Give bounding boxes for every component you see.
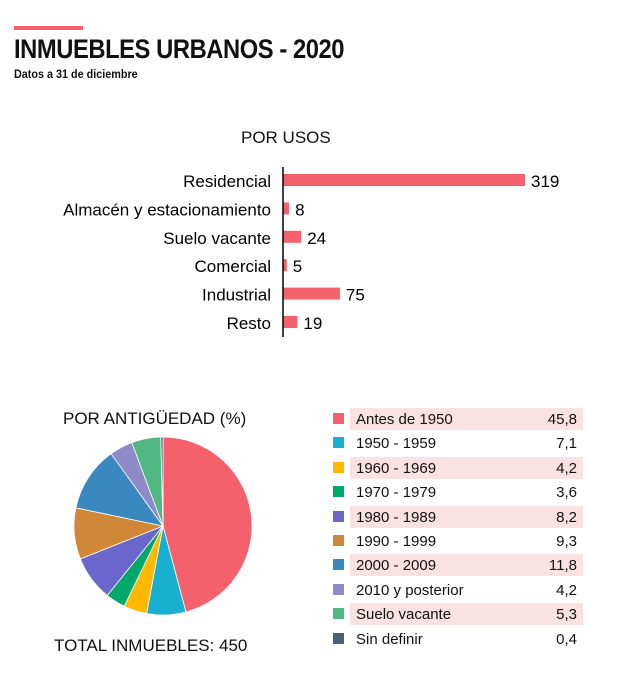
- page-title: INMUEBLES URBANOS - 2020: [14, 34, 345, 64]
- legend-label: 1990 - 1999: [356, 532, 437, 550]
- legend-item: 1980 - 1989 8,2: [333, 505, 583, 529]
- pie-slice: [162, 436, 253, 613]
- bar-category-label: Comercial: [194, 257, 271, 276]
- row-highlight: [350, 603, 583, 626]
- legend-value: 11,8: [548, 557, 577, 575]
- legend-label: 1950 - 1959: [356, 435, 437, 453]
- legend-label: 2010 y posterior: [356, 581, 464, 599]
- legend-swatch: [333, 583, 344, 595]
- legend-swatch: [333, 461, 344, 473]
- bar-category-label: Suelo vacante: [163, 229, 271, 248]
- legend-item: 1990 - 1999 9,3: [333, 529, 583, 553]
- bar-chart-title: POR USOS: [241, 128, 331, 147]
- legend-value: 3,6: [556, 484, 577, 502]
- bar-category-label: Residencial: [183, 172, 271, 191]
- bar-category-label: Industrial: [202, 286, 271, 305]
- row-highlight: [350, 408, 583, 430]
- legend-label: 2000 - 2009: [356, 557, 437, 575]
- bar-value-label: 19: [303, 314, 322, 333]
- legend-swatch: [333, 534, 344, 546]
- bar-value-label: 319: [531, 172, 559, 191]
- bar: [283, 259, 287, 272]
- legend-value: 5,3: [556, 606, 577, 624]
- bar: [283, 316, 298, 328]
- page-subtitle: Datos a 31 de diciembre: [14, 67, 138, 81]
- accent-bar: [14, 26, 83, 30]
- legend-item: 2010 y posterior 4,2: [333, 578, 583, 602]
- legend-value: 45,8: [547, 411, 577, 428]
- bar: [283, 174, 525, 186]
- legend-value: 0,4: [556, 630, 577, 648]
- legend-item: Sin definir 0,4: [333, 627, 583, 651]
- bar: [283, 202, 290, 215]
- legend-swatch: [333, 486, 344, 498]
- legend-item: 1960 - 1969 4,2: [333, 456, 583, 480]
- bar-category-label: Resto: [227, 314, 271, 333]
- legend-label: Sin definir: [356, 630, 423, 648]
- bar: [283, 230, 302, 243]
- legend-swatch: [333, 608, 344, 620]
- legend-label: 1960 - 1969: [356, 459, 437, 477]
- legend-item: 2000 - 2009 11,8: [333, 553, 583, 577]
- total-label: TOTAL INMUEBLES: 450: [54, 636, 248, 655]
- bar-category-label: Almacén y estacionamiento: [63, 200, 271, 219]
- bar-chart: Residencial 319 Almacén y estacionamiento 8…: [63, 167, 559, 337]
- legend-value: 9,3: [556, 532, 577, 550]
- bar-value-label: 5: [293, 257, 302, 276]
- legend-label: 1970 - 1979: [356, 484, 437, 502]
- bar-value-label: 8: [295, 200, 304, 219]
- legend-swatch: [333, 437, 344, 449]
- legend-value: 8,2: [556, 508, 577, 526]
- row-highlight: [350, 554, 583, 577]
- legend-value: 4,2: [556, 459, 577, 477]
- legend-value: 4,2: [556, 581, 577, 599]
- legend-label: Suelo vacante: [356, 606, 452, 624]
- bar: [283, 287, 340, 300]
- legend-swatch: [333, 632, 344, 644]
- bar-value-label: 75: [346, 286, 365, 305]
- legend-value: 7,1: [556, 435, 577, 453]
- legend-label: Antes de 1950: [356, 411, 453, 428]
- legend-swatch: [333, 413, 344, 424]
- pie-legend: Antes de 1950 45,8 1950 - 1959 7,1 1960 - 19…: [333, 407, 583, 651]
- pie-chart: [73, 436, 253, 616]
- pie-slice: [160, 436, 164, 527]
- legend-item: Antes de 1950 45,8: [333, 407, 583, 431]
- legend-label: 1980 - 1989: [356, 508, 437, 526]
- row-highlight: [350, 505, 583, 528]
- legend-item: Suelo vacante 5,3: [333, 602, 583, 626]
- bar-value-label: 24: [307, 229, 326, 248]
- pie-chart-title: POR ANTIGÜEDAD (%): [63, 409, 247, 428]
- legend-item: 1970 - 1979 3,6: [333, 480, 583, 504]
- legend-item: 1950 - 1959 7,1: [333, 431, 583, 455]
- pie-slice: [75, 453, 164, 527]
- legend-swatch: [333, 559, 344, 571]
- row-highlight: [350, 456, 583, 479]
- legend-swatch: [333, 510, 344, 522]
